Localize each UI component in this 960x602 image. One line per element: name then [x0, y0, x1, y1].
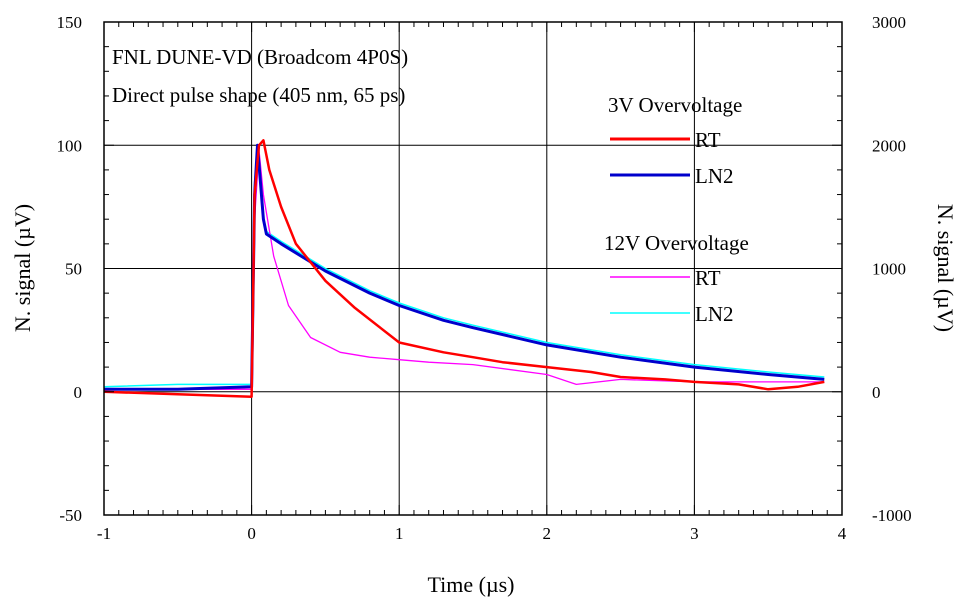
annotation-line-2: Direct pulse shape (405 nm, 65 ps): [112, 83, 405, 107]
y-tick-label-left: -50: [59, 506, 82, 525]
x-tick-label: 2: [543, 524, 552, 543]
y-axis-title-left: N. signal (µV): [10, 204, 35, 332]
x-axis-title: Time (µs): [427, 572, 514, 597]
series-line-3v-overvoltage-rt: [103, 139, 825, 398]
x-tick-label: 1: [395, 524, 404, 543]
y-tick-label-right: 2000: [872, 136, 906, 155]
legend-label-3v-ln2: LN2: [695, 164, 734, 188]
y-tick-label-left: 150: [57, 13, 83, 32]
y-tick-label-left: 0: [74, 383, 83, 402]
y-tick-label-right: 3000: [872, 13, 906, 32]
series-lines: [103, 139, 825, 398]
y-tick-label-left: 100: [57, 136, 83, 155]
legend: 3V Overvoltage RT LN2 12V Overvoltage RT…: [604, 93, 749, 326]
annotation-line-1: FNL DUNE-VD (Broadcom 4P0S): [112, 45, 408, 69]
y-tick-label-right: 0: [872, 383, 881, 402]
y-axis-title-right: N. signal (µV): [933, 204, 958, 332]
axis-ticks: -1 0 1 2 3 4 150 100 50 0 -50 3000 2000 1000 0 -1000: [57, 13, 912, 543]
x-tick-label: 0: [247, 524, 256, 543]
legend-label-12v-rt: RT: [695, 266, 721, 290]
legend-label-12v-ln2: LN2: [695, 302, 734, 326]
x-tick-label: 3: [690, 524, 699, 543]
legend-label-3v-rt: RT: [695, 128, 721, 152]
legend-group-3v: 3V Overvoltage: [608, 93, 742, 117]
y-tick-label-right: -1000: [872, 506, 912, 525]
legend-group-12v: 12V Overvoltage: [604, 231, 749, 255]
x-tick-label: -1: [97, 524, 111, 543]
x-tick-label: 4: [838, 524, 847, 543]
y-tick-label-right: 1000: [872, 260, 906, 279]
y-tick-label-left: 50: [65, 260, 82, 279]
